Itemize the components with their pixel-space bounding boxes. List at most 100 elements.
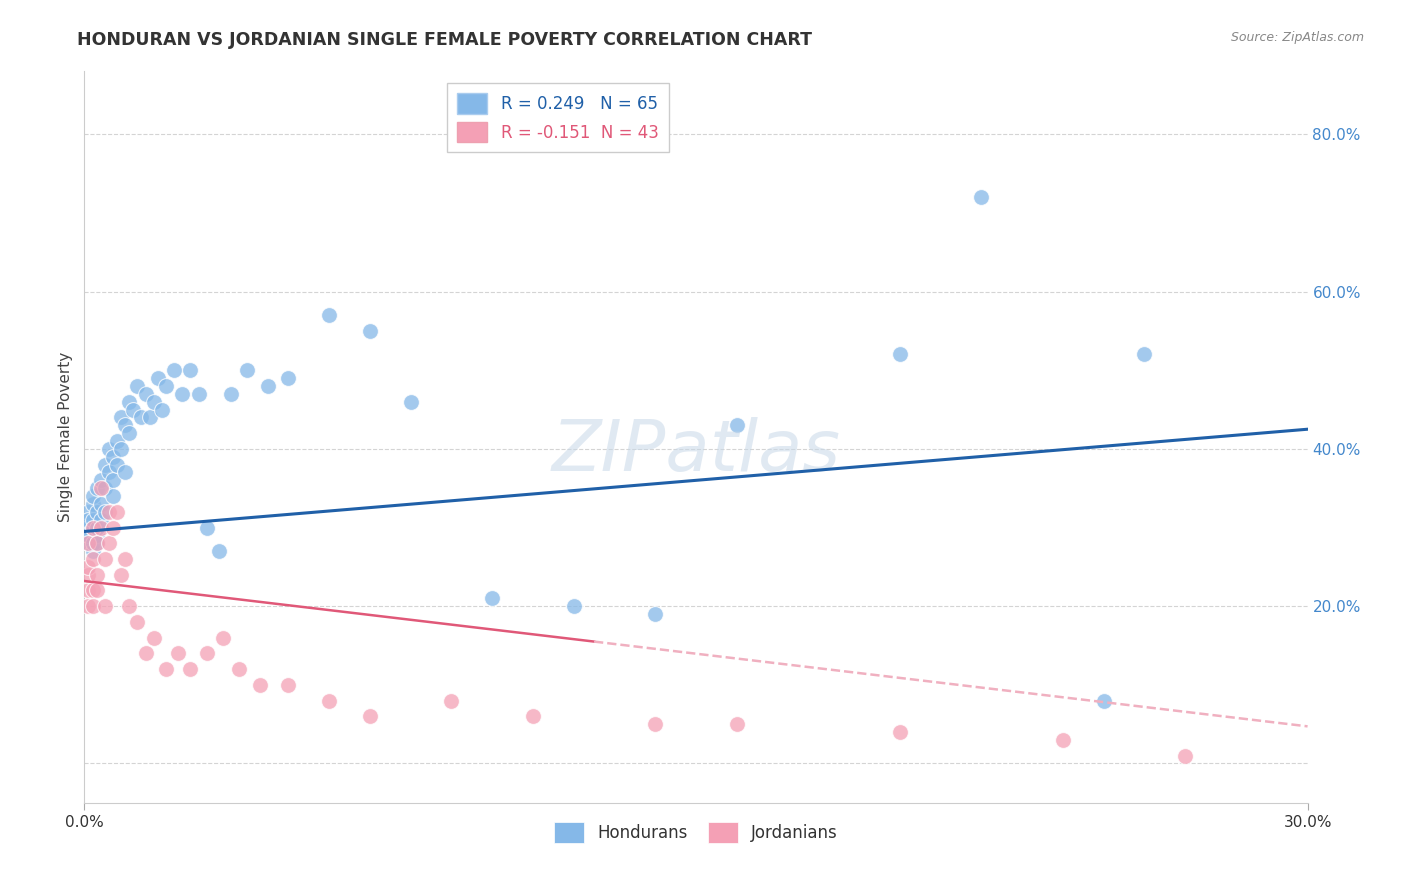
Point — [101, 520, 124, 534]
Point — [118, 394, 141, 409]
Point — [97, 442, 120, 456]
Point — [228, 662, 250, 676]
Point — [195, 520, 218, 534]
Point — [277, 371, 299, 385]
Point — [167, 646, 190, 660]
Point — [77, 559, 100, 574]
Point — [187, 387, 209, 401]
Y-axis label: Single Female Poverty: Single Female Poverty — [58, 352, 73, 522]
Point — [179, 662, 201, 676]
Point — [127, 615, 149, 629]
Point — [644, 607, 666, 621]
Point — [146, 371, 169, 385]
Point — [562, 599, 585, 614]
Point — [101, 450, 124, 464]
Point — [155, 662, 177, 676]
Point — [277, 678, 299, 692]
Point — [77, 528, 100, 542]
Point — [97, 505, 120, 519]
Point — [110, 567, 132, 582]
Point — [77, 599, 100, 614]
Point — [110, 410, 132, 425]
Point — [318, 308, 340, 322]
Point — [163, 363, 186, 377]
Point — [97, 466, 120, 480]
Point — [889, 347, 911, 361]
Point — [82, 583, 104, 598]
Point — [318, 693, 340, 707]
Point — [257, 379, 280, 393]
Text: ZIPatlas: ZIPatlas — [551, 417, 841, 486]
Point — [86, 505, 108, 519]
Point — [97, 536, 120, 550]
Point — [77, 583, 100, 598]
Point — [138, 410, 160, 425]
Point — [77, 505, 100, 519]
Point — [725, 717, 748, 731]
Point — [122, 402, 145, 417]
Point — [970, 190, 993, 204]
Point — [249, 678, 271, 692]
Point — [359, 324, 381, 338]
Point — [1092, 693, 1115, 707]
Point — [114, 418, 136, 433]
Point — [105, 434, 128, 448]
Point — [82, 552, 104, 566]
Point — [522, 709, 544, 723]
Point — [82, 544, 104, 558]
Point — [86, 520, 108, 534]
Point — [82, 536, 104, 550]
Point — [725, 418, 748, 433]
Point — [135, 646, 157, 660]
Point — [399, 394, 422, 409]
Point — [82, 513, 104, 527]
Point — [90, 520, 112, 534]
Point — [82, 520, 104, 534]
Point — [644, 717, 666, 731]
Point — [236, 363, 259, 377]
Point — [101, 473, 124, 487]
Point — [1174, 748, 1197, 763]
Point — [101, 489, 124, 503]
Point — [440, 693, 463, 707]
Point — [105, 458, 128, 472]
Point — [110, 442, 132, 456]
Point — [86, 481, 108, 495]
Point — [131, 410, 153, 425]
Point — [359, 709, 381, 723]
Point — [481, 591, 503, 606]
Point — [86, 528, 108, 542]
Point — [86, 567, 108, 582]
Point — [118, 426, 141, 441]
Point — [889, 725, 911, 739]
Point — [77, 567, 100, 582]
Point — [82, 489, 104, 503]
Point — [1052, 732, 1074, 747]
Point — [105, 505, 128, 519]
Point — [90, 481, 112, 495]
Point — [90, 473, 112, 487]
Point — [135, 387, 157, 401]
Point — [90, 513, 112, 527]
Point — [82, 497, 104, 511]
Point — [93, 599, 115, 614]
Point — [93, 552, 115, 566]
Point — [114, 466, 136, 480]
Point — [1133, 347, 1156, 361]
Point — [150, 402, 173, 417]
Point — [172, 387, 194, 401]
Point — [179, 363, 201, 377]
Point — [155, 379, 177, 393]
Point — [77, 513, 100, 527]
Point — [142, 394, 165, 409]
Point — [212, 631, 235, 645]
Point — [93, 505, 115, 519]
Point — [86, 536, 108, 550]
Legend: Hondurans, Jordanians: Hondurans, Jordanians — [547, 815, 845, 849]
Point — [195, 646, 218, 660]
Point — [77, 536, 100, 550]
Point — [77, 520, 100, 534]
Point — [208, 544, 231, 558]
Point — [82, 599, 104, 614]
Point — [86, 583, 108, 598]
